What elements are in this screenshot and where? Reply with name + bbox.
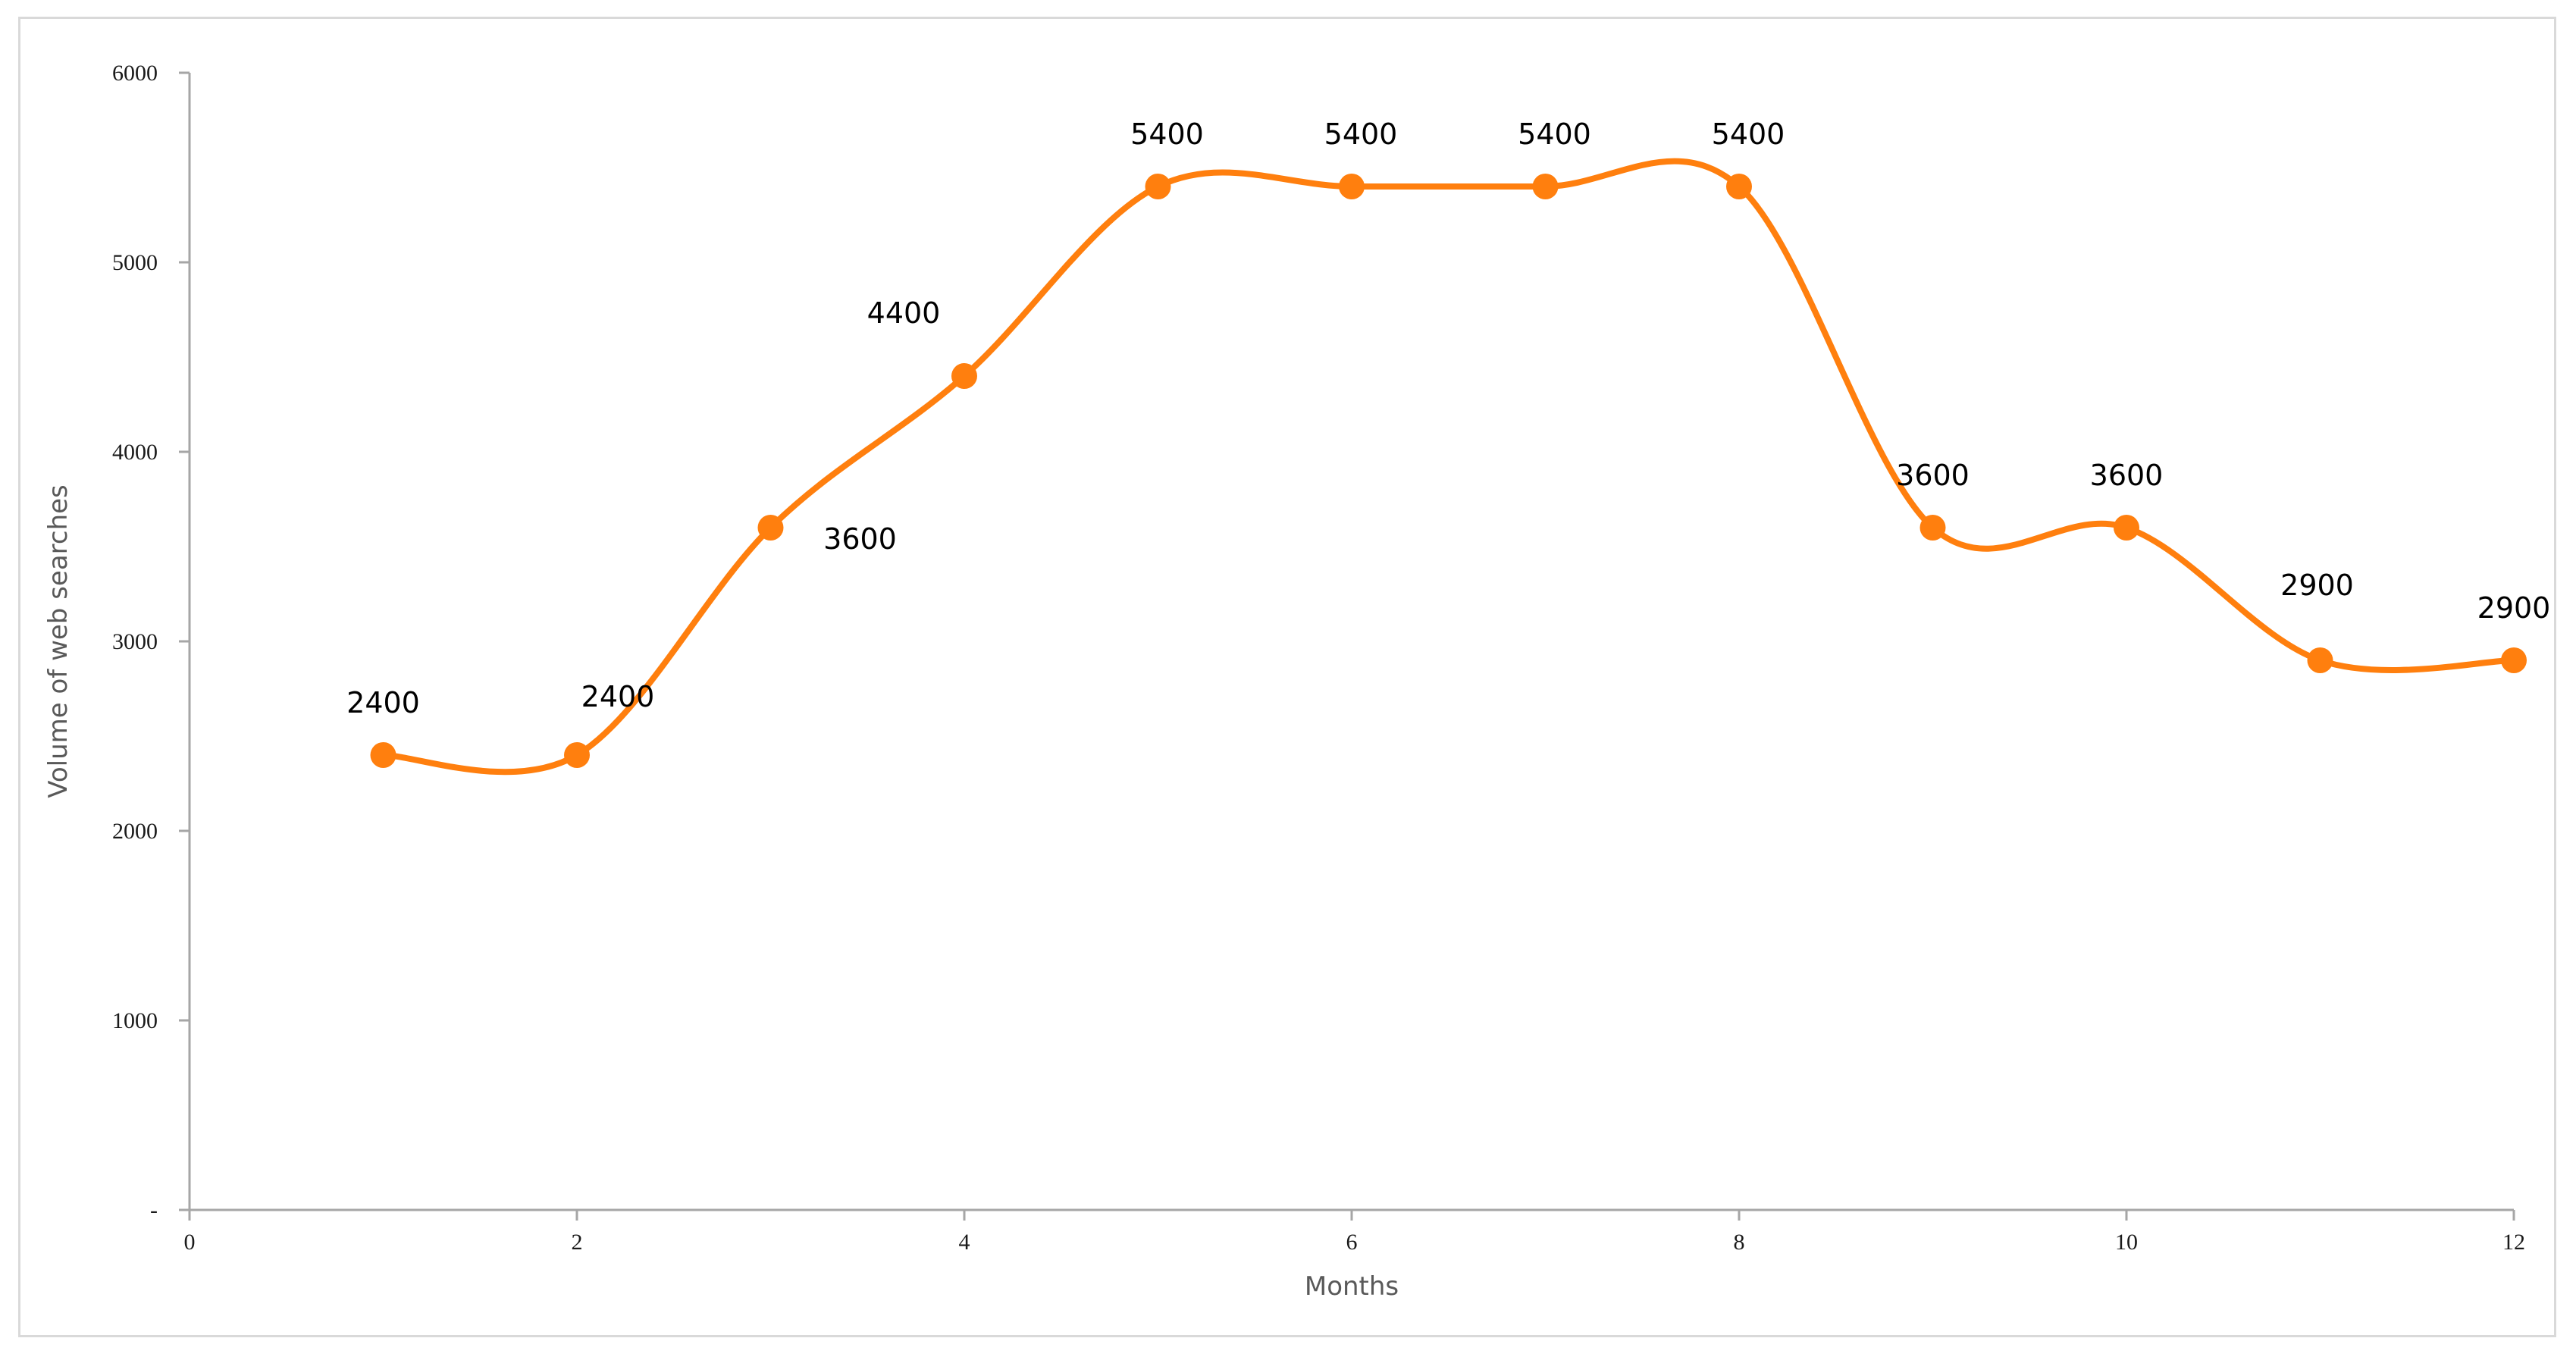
y-tick-label: 1000	[112, 1008, 158, 1033]
x-tick-label: 0	[184, 1230, 196, 1255]
data-label: 2900	[2280, 569, 2354, 602]
data-label: 2400	[581, 680, 655, 713]
x-tick-label: 12	[2502, 1230, 2525, 1255]
x-axis-title: Months	[1305, 1271, 1399, 1302]
data-label: 5400	[1518, 118, 1591, 151]
data-label: 3600	[823, 522, 897, 556]
data-label: 5400	[1324, 118, 1398, 151]
data-point	[2501, 647, 2527, 673]
data-point	[757, 515, 784, 541]
y-tick-label: 6000	[112, 61, 158, 86]
axes: - 1000 2000 3000 4000 5000 6000 0 2 4 6 8 10 12	[112, 61, 2525, 1255]
data-label: 5400	[1712, 118, 1785, 151]
x-tick-label: 8	[1734, 1230, 1745, 1255]
y-tick-label: 3000	[112, 629, 158, 654]
data-point	[1339, 174, 1365, 199]
data-point	[564, 742, 590, 768]
data-label: 2900	[2477, 591, 2551, 625]
y-tick-label: -	[150, 1198, 158, 1223]
y-tick-label: 5000	[112, 250, 158, 275]
x-tick-label: 4	[959, 1230, 970, 1255]
x-tick-label: 6	[1346, 1230, 1358, 1255]
data-point	[1919, 515, 1946, 541]
y-axis-title: Volume of web searches	[43, 484, 74, 798]
data-point	[1145, 174, 1171, 199]
data-label: 3600	[2090, 459, 2164, 492]
data-label: 2400	[346, 686, 420, 719]
data-point	[951, 363, 977, 389]
chart-frame	[18, 17, 2556, 1337]
data-label: 5400	[1130, 118, 1204, 151]
x-tick-label: 2	[572, 1230, 583, 1255]
series-line	[383, 158, 2515, 776]
data-point	[1532, 174, 1559, 199]
data-label: 4400	[867, 296, 941, 330]
data-labels: 2400 2400 3600 4400 5400 5400 5400 5400 3600 3600…	[346, 118, 2550, 719]
data-point	[2307, 647, 2333, 673]
data-label: 3600	[1896, 459, 1970, 492]
data-point	[370, 742, 396, 768]
data-point	[1726, 174, 1752, 199]
series-group	[370, 158, 2527, 776]
data-point	[2114, 515, 2139, 541]
y-tick-label: 4000	[112, 440, 158, 465]
x-tick-label: 10	[2115, 1230, 2138, 1255]
y-tick-label: 2000	[112, 819, 158, 844]
